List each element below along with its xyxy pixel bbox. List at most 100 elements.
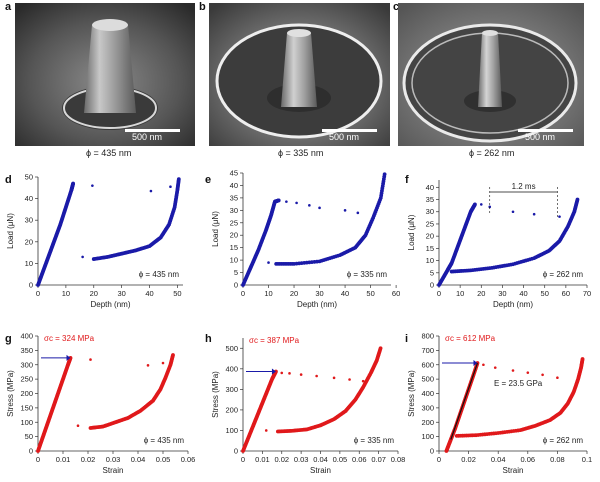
y-tick-label: 200 bbox=[20, 389, 33, 398]
y-tick-label: 5 bbox=[234, 268, 238, 277]
panel-letter-f: f bbox=[405, 174, 409, 186]
data-point bbox=[171, 353, 175, 357]
y-tick-label: 150 bbox=[20, 403, 33, 412]
time-interval-label: 1.2 ms bbox=[512, 182, 536, 191]
y-tick-label: 40 bbox=[25, 194, 33, 203]
data-point bbox=[556, 376, 559, 379]
x-tick-label: 20 bbox=[477, 289, 485, 298]
y-tick-label: 50 bbox=[25, 432, 33, 441]
y-axis-label: Stress (MPa) bbox=[211, 371, 220, 418]
x-tick-label: 0 bbox=[437, 455, 441, 464]
data-point bbox=[169, 185, 172, 189]
x-axis-label: Depth (nm) bbox=[493, 300, 533, 309]
x-axis-label: Strain bbox=[310, 466, 331, 475]
y-tick-label: 0 bbox=[29, 281, 33, 290]
x-tick-label: 0 bbox=[241, 289, 245, 298]
y-tick-label: 10 bbox=[426, 256, 434, 265]
y-tick-label: 700 bbox=[421, 346, 434, 355]
y-tick-label: 30 bbox=[25, 216, 33, 225]
y-tick-label: 15 bbox=[230, 243, 238, 252]
y-tick-label: 25 bbox=[426, 219, 434, 228]
data-point bbox=[541, 373, 544, 377]
y-axis-label: Stress (MPa) bbox=[407, 370, 416, 417]
series-h bbox=[241, 346, 383, 453]
y-tick-label: 0 bbox=[29, 447, 33, 456]
phi-annotation: ϕ = 435 nm bbox=[139, 270, 180, 279]
y-tick-label: 40 bbox=[230, 181, 238, 190]
data-point bbox=[285, 200, 288, 203]
data-point bbox=[332, 376, 336, 380]
y-tick-label: 30 bbox=[426, 207, 434, 216]
data-point bbox=[81, 255, 84, 259]
x-tick-label: 60 bbox=[562, 289, 570, 298]
x-tick-label: 0.05 bbox=[156, 455, 171, 464]
data-point bbox=[488, 205, 492, 209]
data-point bbox=[511, 210, 515, 214]
sem-image-b: 500 nm bbox=[209, 3, 390, 146]
y-tick-label: 250 bbox=[20, 375, 33, 384]
arrow-head bbox=[271, 368, 276, 375]
panel-letter-g: g bbox=[5, 333, 12, 345]
scale-bar-label: 500 nm bbox=[329, 132, 360, 142]
y-tick-label: 300 bbox=[421, 403, 434, 412]
y-tick-label: 500 bbox=[421, 375, 434, 384]
data-point bbox=[299, 373, 303, 376]
x-tick-label: 0.03 bbox=[294, 455, 309, 464]
y-tick-label: 20 bbox=[230, 231, 238, 240]
y-tick-label: 500 bbox=[225, 344, 238, 353]
data-point bbox=[361, 379, 365, 383]
sem-caption-c: ϕ = 262 nm bbox=[469, 148, 515, 158]
arrow-head bbox=[473, 360, 478, 367]
data-point bbox=[288, 372, 291, 375]
x-tick-label: 70 bbox=[583, 289, 591, 298]
data-point bbox=[308, 204, 311, 207]
x-tick-label: 0 bbox=[437, 289, 441, 298]
data-point bbox=[91, 184, 94, 187]
data-point bbox=[558, 215, 561, 218]
data-point bbox=[161, 361, 165, 365]
panel-letter-d: d bbox=[5, 174, 12, 186]
data-point bbox=[482, 363, 485, 367]
x-tick-label: 0.02 bbox=[461, 455, 476, 464]
x-tick-label: 0.06 bbox=[520, 455, 535, 464]
y-axis-label: Load (μN) bbox=[211, 211, 220, 247]
data-point bbox=[276, 198, 281, 203]
x-tick-label: 30 bbox=[498, 289, 506, 298]
data-point bbox=[493, 366, 497, 369]
x-tick-label: 20 bbox=[90, 289, 98, 298]
panel-letter-i: i bbox=[405, 333, 408, 345]
y-tick-label: 400 bbox=[225, 364, 238, 373]
data-point bbox=[274, 369, 278, 374]
y-tick-label: 100 bbox=[421, 432, 434, 441]
x-axis-label: Strain bbox=[103, 466, 124, 475]
phi-annotation: ϕ = 435 nm bbox=[144, 436, 185, 445]
data-point bbox=[295, 201, 298, 205]
data-point bbox=[348, 378, 351, 381]
modulus-fit-line bbox=[450, 362, 479, 440]
y-tick-label: 15 bbox=[426, 244, 434, 253]
data-point bbox=[343, 209, 347, 212]
data-point bbox=[264, 429, 268, 432]
x-tick-label: 40 bbox=[519, 289, 527, 298]
y-axis-label: Load (μN) bbox=[407, 214, 416, 250]
y-tick-label: 35 bbox=[230, 193, 238, 202]
y-tick-label: 400 bbox=[20, 332, 33, 341]
x-tick-label: 0.02 bbox=[81, 455, 96, 464]
x-tick-label: 30 bbox=[117, 289, 125, 298]
critical-stress-label: σc = 387 MPa bbox=[249, 336, 300, 345]
scale-bar-label: 500 nm bbox=[132, 132, 163, 142]
data-point bbox=[378, 346, 383, 351]
data-point bbox=[382, 172, 387, 177]
x-axis-label: Depth (nm) bbox=[297, 300, 337, 309]
series-g bbox=[36, 353, 175, 453]
data-point bbox=[315, 374, 318, 378]
y-tick-label: 300 bbox=[225, 385, 238, 394]
phi-annotation: ϕ = 262 nm bbox=[543, 436, 584, 445]
critical-stress-label: σc = 324 MPa bbox=[44, 334, 95, 343]
data-point bbox=[176, 177, 181, 182]
data-point bbox=[532, 212, 536, 216]
y-tick-label: 0 bbox=[430, 447, 434, 456]
x-tick-label: 0.04 bbox=[491, 455, 506, 464]
data-point bbox=[318, 206, 321, 210]
x-tick-label: 20 bbox=[290, 289, 298, 298]
